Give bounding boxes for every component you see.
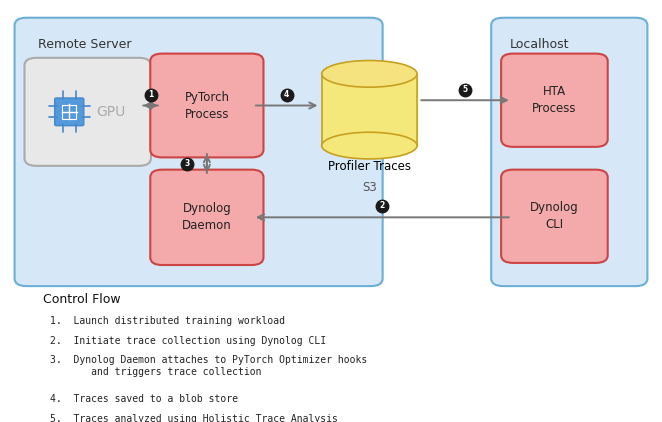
Text: Control Flow: Control Flow (43, 293, 120, 306)
Text: 5.  Traces analyzed using Holistic Trace Analysis: 5. Traces analyzed using Holistic Trace … (50, 414, 338, 422)
Text: Dynolog
CLI: Dynolog CLI (530, 201, 579, 231)
Text: HTA
Process: HTA Process (532, 85, 577, 115)
FancyBboxPatch shape (15, 18, 383, 286)
Text: Remote Server: Remote Server (38, 38, 132, 51)
FancyBboxPatch shape (501, 170, 608, 263)
Text: 5: 5 (463, 85, 467, 94)
Text: GPU: GPU (97, 105, 126, 119)
Text: 1: 1 (148, 90, 153, 100)
Text: 2.  Initiate trace collection using Dynolog CLI: 2. Initiate trace collection using Dynol… (50, 336, 326, 346)
FancyBboxPatch shape (150, 170, 263, 265)
Ellipse shape (322, 60, 417, 87)
Text: S3: S3 (362, 181, 377, 195)
FancyBboxPatch shape (55, 98, 84, 126)
Text: 4.  Traces saved to a blob store: 4. Traces saved to a blob store (50, 394, 238, 404)
FancyBboxPatch shape (491, 18, 647, 286)
Ellipse shape (322, 132, 417, 159)
Text: 3.  Dynolog Daemon attaches to PyTorch Optimizer hooks
       and triggers trace: 3. Dynolog Daemon attaches to PyTorch Op… (50, 355, 367, 377)
Text: 3: 3 (185, 159, 189, 168)
FancyBboxPatch shape (501, 54, 608, 147)
Text: 4: 4 (284, 90, 289, 100)
Text: Profiler Traces: Profiler Traces (328, 160, 411, 173)
FancyBboxPatch shape (150, 54, 263, 157)
Text: Localhost: Localhost (510, 38, 569, 51)
Text: 1.  Launch distributed training workload: 1. Launch distributed training workload (50, 316, 285, 327)
Text: PyTorch
Process: PyTorch Process (185, 90, 229, 121)
FancyBboxPatch shape (24, 58, 151, 166)
Text: 2: 2 (380, 201, 385, 210)
Text: Dynolog
Daemon: Dynolog Daemon (182, 202, 232, 233)
